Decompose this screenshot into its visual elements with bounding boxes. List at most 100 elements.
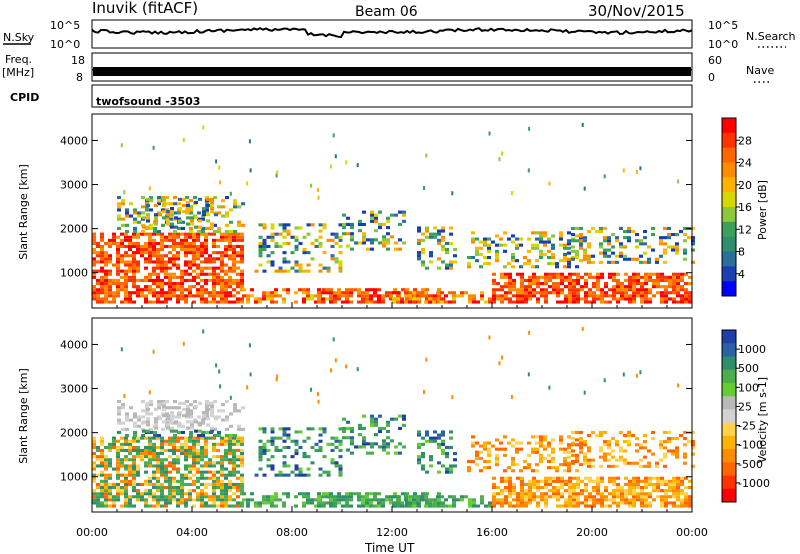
velocity-cell [437, 470, 441, 474]
power-cell [664, 288, 668, 292]
power-cell [421, 251, 425, 255]
power-cell [504, 272, 508, 276]
power-cell [660, 300, 664, 304]
velocity-cell [389, 498, 393, 502]
power-cell [635, 233, 639, 237]
power-cell [274, 241, 279, 245]
power-cell [112, 300, 116, 304]
velocity-cell [192, 452, 196, 456]
velocity-cell [116, 461, 120, 465]
power-cell [172, 288, 176, 292]
velocity-cell [479, 456, 483, 460]
velocity-cell [584, 476, 588, 480]
power-cell [623, 257, 627, 261]
velocity-cell [274, 448, 279, 452]
power-cell [204, 291, 208, 295]
power-cell [120, 260, 124, 264]
power-cell [568, 294, 572, 298]
power-cell [212, 285, 216, 289]
power-cell [612, 297, 616, 301]
velocity-cell [142, 420, 146, 424]
velocity-cell [188, 482, 192, 486]
velocity-cell [479, 469, 483, 473]
velocity-cell [100, 464, 104, 468]
velocity-cell [180, 452, 184, 456]
power-cell [212, 297, 216, 301]
velocity-cell [556, 492, 560, 496]
power-cell [116, 248, 120, 252]
velocity-cell [551, 460, 555, 464]
power-cell [616, 288, 620, 292]
velocity-cell [571, 443, 575, 447]
velocity-cell [196, 492, 200, 496]
velocity-cell [338, 467, 343, 471]
power-cell [194, 216, 198, 220]
power-cell [210, 222, 214, 226]
power-cell [640, 282, 644, 286]
power-cell [104, 241, 108, 245]
velocity-cell [527, 463, 531, 467]
power-cell [232, 300, 236, 304]
velocity-cell [282, 430, 287, 434]
velocity-cell [448, 504, 452, 508]
power-cell [278, 232, 283, 236]
velocity-cell [128, 495, 132, 499]
power-cell [184, 251, 188, 255]
power-cell [603, 254, 607, 258]
power-cell [656, 275, 660, 279]
power-cell [180, 297, 184, 301]
velocity-cell [503, 447, 507, 451]
velocity-cell [471, 441, 475, 445]
velocity-cell [572, 489, 576, 493]
power-cell [237, 220, 241, 224]
power-cell [688, 300, 692, 304]
velocity-cell [467, 469, 471, 473]
velocity-cell [377, 504, 381, 508]
velocity-cell [192, 482, 196, 486]
velocity-cell [342, 436, 346, 440]
velocity-cell [672, 489, 676, 493]
power-cell [527, 262, 531, 266]
power-cell [616, 300, 620, 304]
power-cell [539, 240, 543, 244]
velocity-cell [660, 495, 664, 499]
velocity-cell [416, 495, 420, 499]
velocity-cell [592, 479, 596, 483]
velocity-cell [208, 436, 212, 440]
power-cell [587, 260, 591, 264]
power-cell [156, 263, 160, 267]
velocity-cell [201, 430, 205, 434]
velocity-cell [116, 489, 120, 493]
power-cell [153, 226, 157, 230]
velocity-cell [635, 373, 638, 378]
velocity-cell [198, 423, 202, 427]
power-cell [318, 223, 323, 227]
power-cell [204, 266, 208, 270]
power-cell [310, 294, 314, 298]
velocity-cell [144, 445, 148, 449]
power-cell [527, 259, 531, 263]
velocity-cell [146, 407, 150, 411]
power-cell [583, 254, 587, 258]
power-cell [192, 260, 196, 264]
power-cell [663, 242, 667, 246]
velocity-cell [192, 448, 196, 452]
power-cell [144, 288, 148, 292]
velocity-cell [676, 498, 680, 502]
velocity-cell [144, 448, 148, 452]
power-cell [576, 291, 580, 295]
velocity-cell [437, 492, 441, 496]
power-cell [572, 297, 576, 301]
velocity-cell [567, 455, 571, 459]
power-cell [523, 256, 527, 260]
velocity-cell [361, 498, 365, 502]
power-cell [516, 300, 520, 304]
velocity-cell [236, 489, 240, 493]
power-cell [132, 269, 136, 273]
power-cell [544, 294, 548, 298]
velocity-cell [240, 479, 244, 483]
power-cell [121, 223, 125, 227]
power-cell [620, 285, 624, 289]
velocity-cell [616, 495, 620, 499]
velocity-cell [510, 395, 513, 399]
